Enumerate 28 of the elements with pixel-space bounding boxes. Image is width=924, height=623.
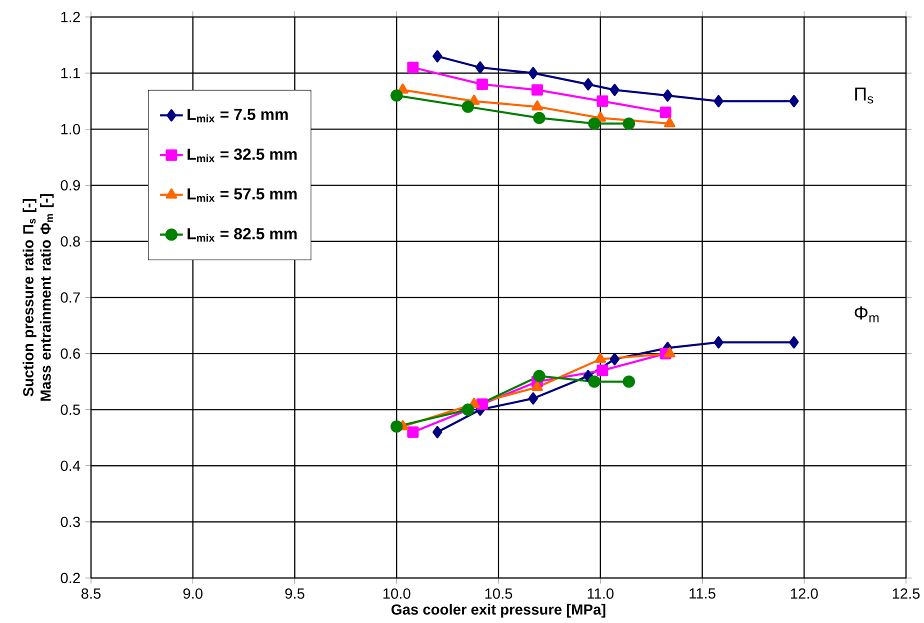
y-tick-label: 0.5 — [60, 404, 80, 415]
y-tick-label: 0.3 — [60, 516, 80, 528]
x-axis-title: Gas cooler exit pressure [MPa] — [392, 604, 606, 618]
x-tick-label: 10.0 — [383, 588, 410, 599]
legend-label: L$_{mix}$ = 57.5 mm — [188, 188, 297, 202]
y-tick-label: 1.0 — [61, 124, 80, 134]
x-tick-label: 8.5 — [81, 588, 101, 599]
legend-label: L$_{mix}$ = 82.5 mm — [188, 228, 297, 242]
y-tick-label: 0.9 — [60, 180, 80, 190]
x-tick-label: 12.0 — [790, 588, 818, 599]
y-axis-title: Suction pressure ratio Π$_{s}$ [-] Mass entrainment ratio Φ$_{m}$ [-] — [22, 194, 54, 401]
x-tick-label: 11.0 — [588, 588, 614, 599]
y-tick-label: 0.8 — [60, 236, 80, 247]
annotation: Π$_{s}$ — [855, 88, 874, 104]
legend-label: L$_{mix}$ = 32.5 mm — [188, 148, 297, 162]
y-tick-label: 0.7 — [60, 292, 80, 303]
x-tick-label: 12.5 — [892, 588, 920, 599]
x-tick-label: 10.5 — [485, 588, 512, 599]
x-tick-label: 9.0 — [183, 588, 202, 599]
x-tick-label: 11.5 — [690, 588, 716, 599]
y-tick-label: 1.2 — [61, 12, 80, 22]
y-tick-label: 1.1 — [61, 68, 80, 78]
y-tick-label: 0.4 — [60, 460, 80, 471]
legend-label: L$_{mix}$ = 7.5 mm — [188, 108, 288, 122]
annotation: Φ$_{m}$ — [854, 306, 879, 322]
x-tick-label: 9.5 — [285, 588, 304, 599]
y-tick-label: 0.2 — [60, 572, 80, 584]
y-tick-label: 0.6 — [60, 348, 80, 359]
